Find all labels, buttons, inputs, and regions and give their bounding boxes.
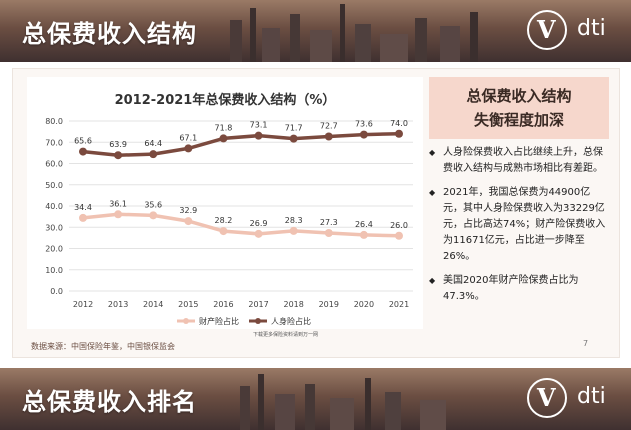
bullet-item: 人身险保费收入占比继续上升，总保费收入结构与成熟市场相比有差距。 xyxy=(429,145,609,177)
data-label: 35.6 xyxy=(144,200,162,209)
y-tick-label: 10.0 xyxy=(45,266,63,275)
x-tick-label: 2015 xyxy=(178,300,198,309)
data-label: 73.1 xyxy=(250,121,268,130)
x-tick-label: 2020 xyxy=(354,300,374,309)
bullet-item: 美国2020年财产险保费占比为47.3%。 xyxy=(429,273,609,305)
header-banner: 总保费收入结构 V dti xyxy=(0,0,631,62)
y-tick-label: 40.0 xyxy=(45,202,63,211)
data-label: 27.3 xyxy=(320,218,338,227)
download-note: 下载更多保险资料请到万一网 xyxy=(253,332,319,338)
x-tick-label: 2021 xyxy=(389,300,409,309)
data-point xyxy=(395,231,403,240)
data-point xyxy=(359,230,368,239)
data-label: 34.4 xyxy=(74,203,92,212)
data-point xyxy=(254,229,263,238)
data-label: 71.7 xyxy=(285,124,303,133)
data-label: 72.7 xyxy=(320,122,338,131)
data-label: 36.1 xyxy=(109,199,127,208)
data-point xyxy=(395,129,403,138)
dti-logo: V dti xyxy=(523,10,619,52)
y-tick-label: 30.0 xyxy=(45,223,63,232)
legend-marker xyxy=(255,318,261,324)
legend-label: 人身险占比 xyxy=(271,316,311,326)
data-point xyxy=(114,210,123,219)
logo-text: dti xyxy=(577,16,606,41)
data-point xyxy=(254,131,263,140)
side-heading-line1: 总保费收入结构 xyxy=(466,87,572,105)
data-point xyxy=(79,213,87,222)
data-point xyxy=(289,226,298,235)
next-section-title: 总保费收入排名 xyxy=(22,388,197,416)
y-tick-label: 70.0 xyxy=(45,138,63,147)
legend-marker xyxy=(183,318,189,324)
x-tick-label: 2014 xyxy=(143,300,163,309)
logo-emblem-icon: V xyxy=(527,378,567,418)
data-label: 26.0 xyxy=(390,221,408,230)
data-label: 65.6 xyxy=(74,137,92,146)
y-tick-label: 80.0 xyxy=(45,117,63,126)
side-heading-line2: 失衡程度加深 xyxy=(473,111,564,129)
slide-body: 2012-2021年总保费收入结构（%） 0.0 10.0 20.0 30.0 40.0… xyxy=(12,68,620,358)
x-tick-label: 2013 xyxy=(108,300,128,309)
y-tick-label: 50.0 xyxy=(45,181,63,190)
series-line xyxy=(82,132,400,157)
data-point xyxy=(219,134,228,143)
data-label: 63.9 xyxy=(109,140,127,149)
data-point xyxy=(149,211,158,220)
page-title: 总保费收入结构 xyxy=(22,20,197,48)
dti-logo: V dti xyxy=(523,378,619,420)
data-label: 67.1 xyxy=(179,133,197,142)
legend-label: 财产险占比 xyxy=(199,316,239,326)
y-tick-label: 0.0 xyxy=(50,287,63,296)
data-point xyxy=(184,144,193,153)
chart-title: 2012-2021年总保费收入结构（%） xyxy=(114,93,336,108)
data-label: 26.9 xyxy=(250,219,268,228)
line-chart: 0.0 10.0 20.0 30.0 40.0 50.0 60.0 70.0 80.0 2012 2… xyxy=(45,117,413,326)
city-skyline-image xyxy=(240,374,446,430)
next-section-banner: 总保费收入排名 V dti xyxy=(0,368,631,430)
bullet-item: 2021年，我国总保费为44900亿元，其中人身险保费收入为33229亿元，占比… xyxy=(429,185,609,265)
x-tick-label: 2019 xyxy=(319,300,339,309)
data-label: 26.4 xyxy=(355,220,373,229)
page-number: 7 xyxy=(583,339,589,348)
y-tick-label: 60.0 xyxy=(45,160,63,169)
data-label: 64.4 xyxy=(144,139,162,148)
data-point xyxy=(79,147,87,156)
data-point xyxy=(219,227,228,236)
data-point xyxy=(359,130,368,139)
data-label: 32.9 xyxy=(179,206,197,215)
data-point xyxy=(324,228,333,237)
chart-panel: 2012-2021年总保费收入结构（%） 0.0 10.0 20.0 30.0 40.0… xyxy=(27,77,423,329)
x-tick-label: 2017 xyxy=(248,300,268,309)
data-point xyxy=(184,217,193,226)
data-point xyxy=(149,150,158,159)
city-skyline-image xyxy=(230,4,478,62)
logo-emblem-icon: V xyxy=(527,10,567,50)
x-tick-label: 2016 xyxy=(213,300,233,309)
data-label: 71.8 xyxy=(215,123,233,132)
data-point xyxy=(324,132,333,141)
data-label: 74.0 xyxy=(390,119,408,128)
x-tick-label: 2018 xyxy=(283,300,303,309)
side-bullets: 人身险保费收入占比继续上升，总保费收入结构与成熟市场相比有差距。 2021年，我… xyxy=(429,145,609,313)
x-tick-label: 2012 xyxy=(73,300,93,309)
data-label: 73.6 xyxy=(355,120,373,129)
y-tick-label: 20.0 xyxy=(45,245,63,254)
series-line xyxy=(82,212,400,238)
data-source-note: 数据来源：中国保险年鉴，中国银保监会 xyxy=(31,342,175,351)
data-point xyxy=(289,134,298,143)
side-heading: 总保费收入结构 失衡程度加深 xyxy=(429,77,609,139)
logo-text: dti xyxy=(577,384,606,409)
data-label: 28.3 xyxy=(285,216,303,225)
data-point xyxy=(114,151,123,160)
data-label: 28.2 xyxy=(215,216,233,225)
